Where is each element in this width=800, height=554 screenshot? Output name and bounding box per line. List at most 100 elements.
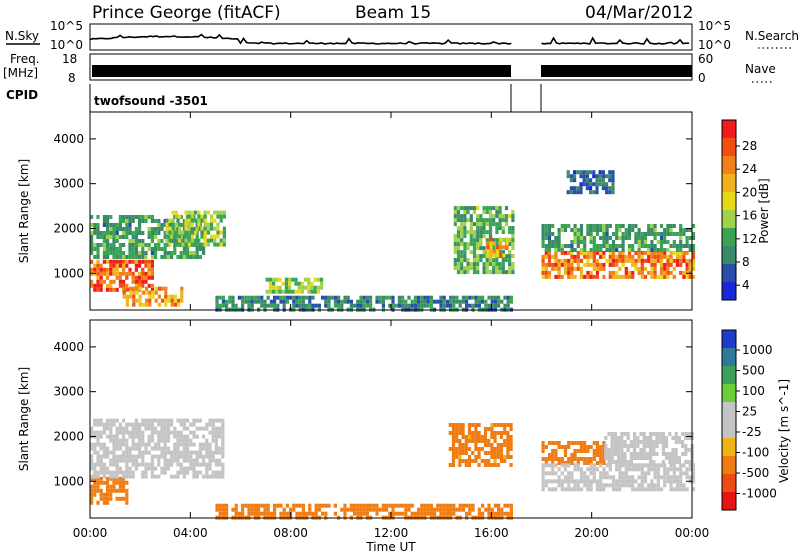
heatmap-cell <box>671 456 675 460</box>
heatmap-cell <box>467 463 472 467</box>
heatmap-cell <box>511 230 515 235</box>
heatmap-cell <box>650 266 654 271</box>
heatmap-cell <box>610 456 614 460</box>
heatmap-cell <box>567 479 571 484</box>
heatmap-cell <box>279 503 283 508</box>
heatmap-cell <box>282 295 286 300</box>
heatmap-cell <box>669 487 673 492</box>
heatmap-cell <box>128 223 132 227</box>
heatmap-cell <box>547 254 552 259</box>
heatmap-cell <box>112 223 116 227</box>
heatmap-cell <box>650 467 654 472</box>
heatmap-cell <box>544 250 548 255</box>
heatmap-cell <box>541 224 545 228</box>
heatmap-cell <box>576 483 580 488</box>
heatmap-cell <box>586 232 590 236</box>
heatmap-cell <box>554 250 558 255</box>
heatmap-cell <box>118 259 122 264</box>
heatmap-cell <box>211 458 215 463</box>
heatmap-cell <box>93 484 97 489</box>
heatmap-cell <box>99 267 103 272</box>
heatmap-cell <box>480 447 484 451</box>
heatmap-cell <box>649 460 653 464</box>
heatmap-cell <box>115 430 119 435</box>
heatmap-cell <box>602 224 606 228</box>
freq-tick-bottom: 8 <box>68 71 76 85</box>
heatmap-cell <box>131 474 135 479</box>
heatmap-cell <box>682 471 686 476</box>
heatmap-cell <box>451 447 456 451</box>
heatmap-cell <box>118 480 122 485</box>
heatmap-cell <box>634 467 638 472</box>
heatmap-cell <box>498 214 502 219</box>
heatmap-cell <box>102 235 106 239</box>
heatmap-cell <box>141 271 145 276</box>
heatmap-cell <box>472 270 477 275</box>
heatmap-cell <box>147 247 151 251</box>
heatmap-cell <box>570 266 574 271</box>
heatmap-cell <box>508 254 512 259</box>
heatmap-cell <box>672 471 676 476</box>
heatmap-cell <box>611 244 616 248</box>
heatmap-cell <box>388 303 392 308</box>
heatmap-cell <box>163 235 167 239</box>
heatmap-cell <box>489 245 493 250</box>
heatmap-cell <box>381 503 385 508</box>
heatmap-cell <box>501 270 505 275</box>
heatmap-cell <box>567 270 571 275</box>
heatmap-cell <box>684 448 688 452</box>
colorbar-tick-label: 25 <box>742 405 757 419</box>
heatmap-cell <box>180 286 184 291</box>
heatmap-cell <box>195 247 199 251</box>
heatmap-cell <box>131 231 135 235</box>
heatmap-cell <box>359 295 363 300</box>
heatmap-cell <box>147 422 151 427</box>
heatmap-cell <box>122 259 126 264</box>
heatmap-cell <box>618 258 622 263</box>
heatmap-cell <box>688 463 692 468</box>
heatmap-cell <box>200 214 204 219</box>
heatmap-cell <box>586 479 590 484</box>
heatmap-cell <box>222 242 226 247</box>
heatmap-cell <box>222 230 226 235</box>
heatmap-cell <box>138 422 142 427</box>
heatmap-cell <box>677 440 681 444</box>
heatmap-cell <box>655 436 659 440</box>
heatmap-cell <box>445 511 449 516</box>
heatmap-cell <box>476 230 480 235</box>
heatmap-cell <box>272 289 276 294</box>
heatmap-cell <box>112 462 116 467</box>
heatmap-cell <box>544 445 548 449</box>
heatmap-cell <box>490 451 494 455</box>
heatmap-cell <box>90 442 94 447</box>
heatmap-cell <box>202 446 206 451</box>
heatmap-cell <box>278 277 282 282</box>
heatmap-cell <box>684 436 688 440</box>
heatmap-cell <box>463 206 467 211</box>
heatmap-cell <box>90 247 94 251</box>
heatmap-cell <box>582 182 586 187</box>
heatmap-cell <box>482 250 486 255</box>
heatmap-cell <box>154 474 158 479</box>
heatmap-cell <box>541 487 545 492</box>
heatmap-cell <box>551 471 555 476</box>
heatmap-cell <box>99 466 103 471</box>
heatmap-cell <box>359 303 363 308</box>
heatmap-cell <box>122 454 126 459</box>
heatmap-cell <box>192 430 196 435</box>
heatmap-cell <box>629 444 633 448</box>
heatmap-cell <box>679 224 683 228</box>
heatmap-cell <box>456 246 461 251</box>
heatmap-cell <box>96 271 100 276</box>
heatmap-cell <box>653 463 657 468</box>
heatmap-cell <box>179 438 183 443</box>
heatmap-cell <box>611 483 616 488</box>
heatmap-cell <box>554 262 558 267</box>
heatmap-cell <box>90 430 94 435</box>
heatmap-cell <box>658 436 662 440</box>
heatmap-cell <box>613 444 617 448</box>
heatmap-cell <box>407 295 411 300</box>
heatmap-cell <box>505 241 509 246</box>
heatmap-cell <box>602 453 606 457</box>
heatmap-cell <box>276 295 280 300</box>
